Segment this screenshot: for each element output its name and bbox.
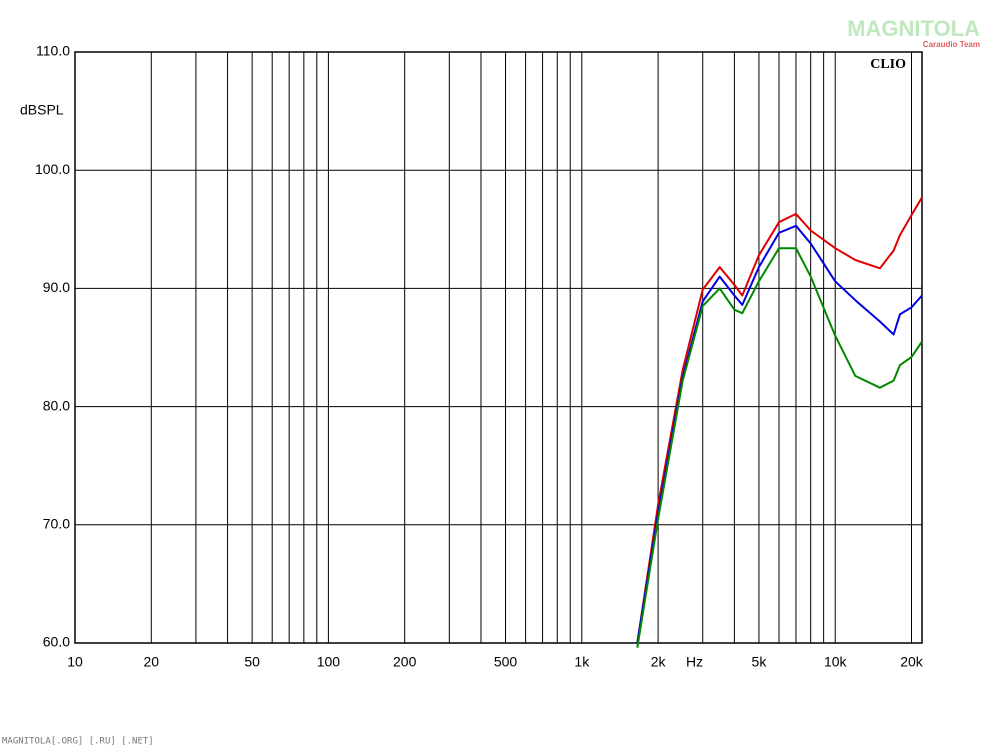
x-tick-label: 100 — [317, 654, 341, 670]
x-tick-label: 20k — [900, 654, 924, 670]
y-tick-label: 70.0 — [43, 516, 70, 532]
brand: CLIO — [870, 57, 906, 72]
x-tick-label: 50 — [244, 654, 260, 670]
x-unit: Hz — [686, 654, 703, 670]
y-tick-label: 90.0 — [43, 279, 70, 295]
x-tick-label: 20 — [143, 654, 159, 670]
watermark-sub: Caraudio Team — [923, 40, 980, 49]
series-line — [636, 224, 923, 644]
y-tick-label: 110.0 — [36, 43, 70, 59]
y-axis-label: dBSPL — [20, 102, 64, 118]
series-line — [636, 247, 923, 648]
x-tick-label: 10 — [67, 654, 83, 670]
watermark: MAGNITOLA — [847, 16, 980, 41]
x-tick-label: 200 — [393, 654, 417, 670]
series-line — [636, 196, 923, 644]
footer: MAGNITOLA[.ORG] [.RU] [.NET] — [2, 737, 154, 747]
y-tick-label: 80.0 — [43, 397, 70, 413]
y-tick-label: 60.0 — [43, 634, 70, 650]
x-tick-label: 10k — [824, 654, 848, 670]
plot-frame — [74, 51, 923, 644]
y-tick-label: 100.0 — [35, 161, 70, 177]
x-tick-label: 500 — [494, 654, 518, 670]
x-tick-label: 2k — [651, 654, 667, 670]
x-tick-label: 1k — [574, 654, 590, 670]
x-tick-label: 5k — [752, 654, 768, 670]
